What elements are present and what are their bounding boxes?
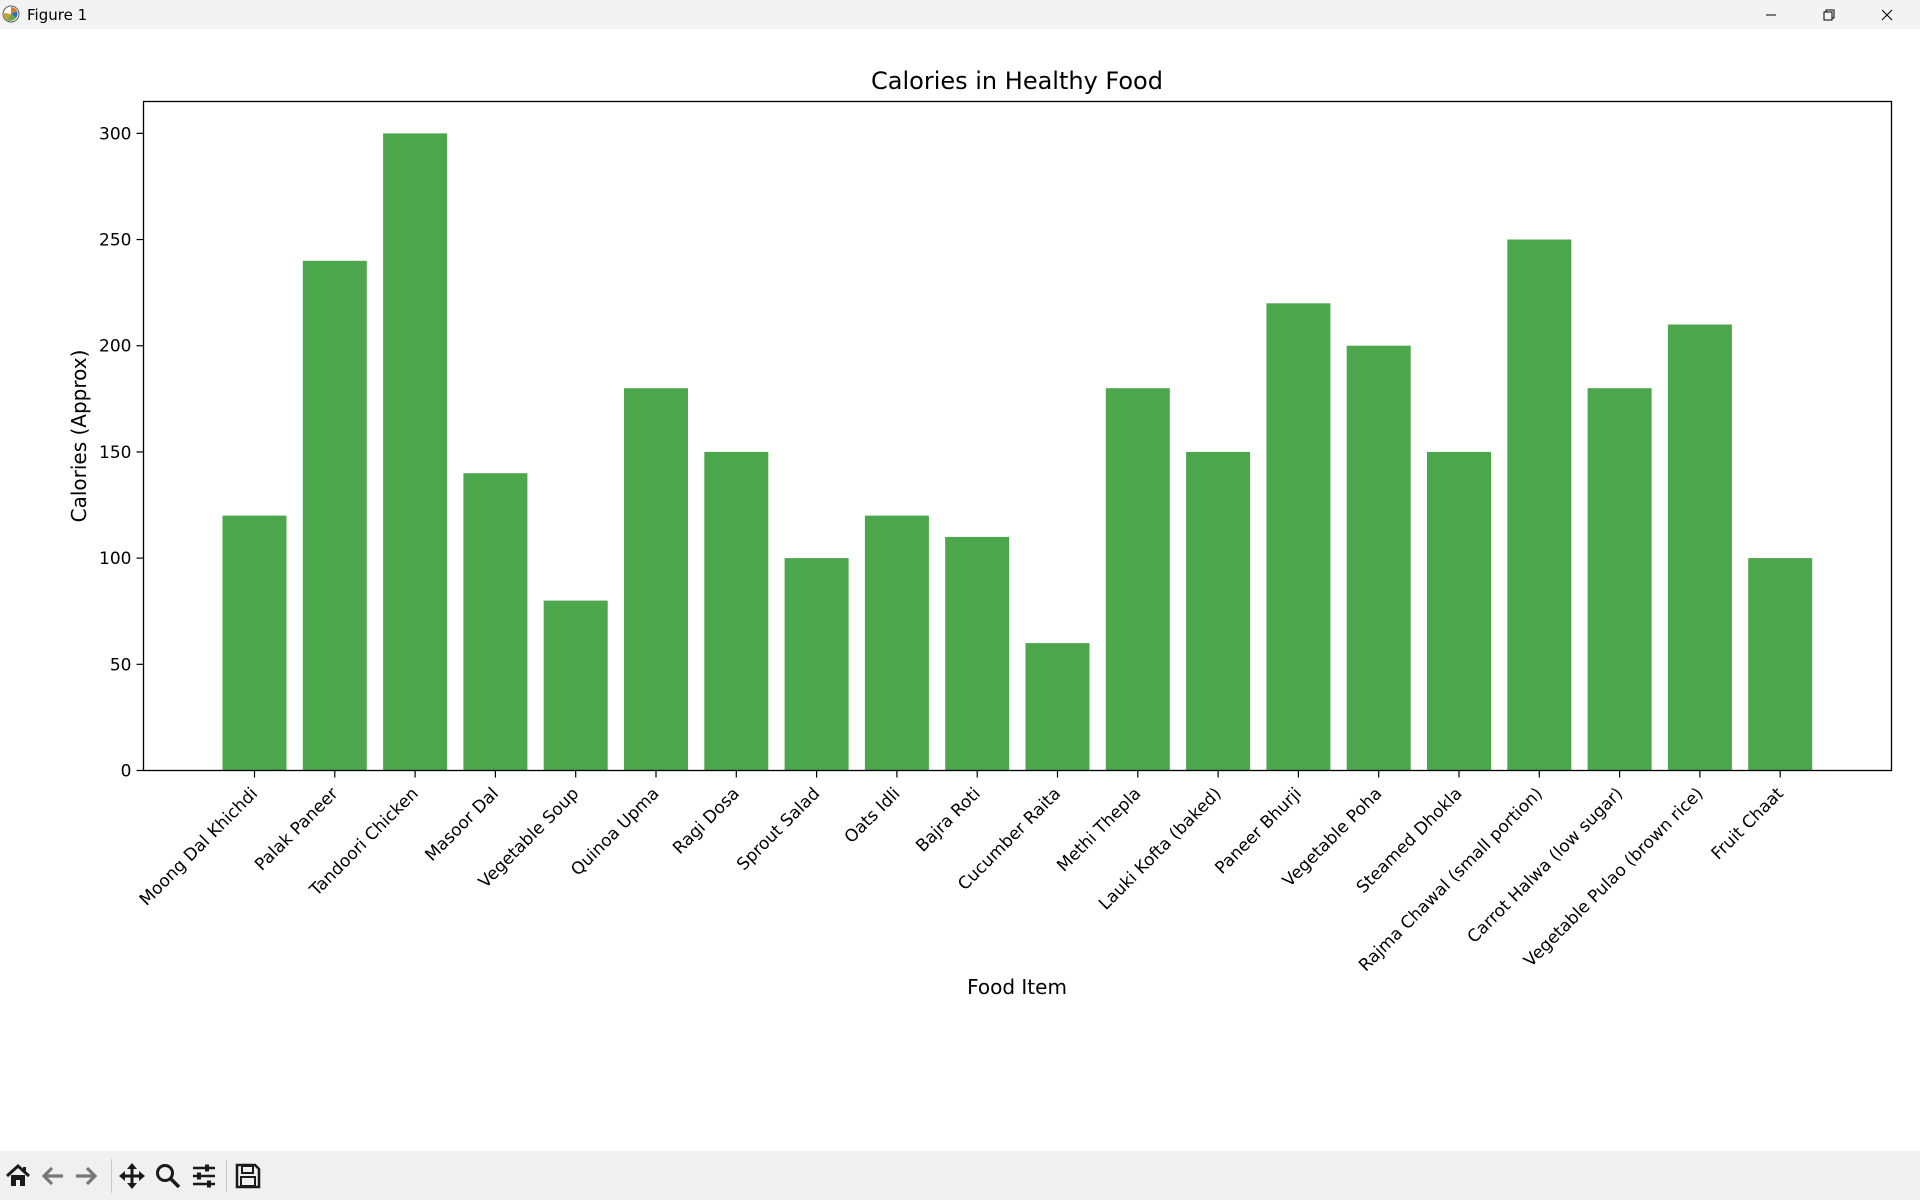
forward-icon	[76, 1166, 98, 1186]
matplotlib-icon	[2, 5, 20, 23]
bar-tandoori-chicken	[383, 133, 448, 771]
bar-vegetable-soup	[543, 600, 608, 771]
bar-sprout-salad	[784, 558, 849, 771]
restore-icon	[1823, 9, 1835, 20]
bar-paneer-bhurji	[1266, 303, 1331, 771]
zoom-button[interactable]	[153, 1161, 183, 1191]
pan-button[interactable]	[117, 1161, 147, 1191]
home-button[interactable]	[3, 1161, 33, 1191]
minimize-button[interactable]	[1742, 0, 1800, 29]
x-tick-label: Vegetable Pulao (brown rice)	[1520, 784, 1707, 971]
bar-lauki-kofta-baked	[1186, 451, 1251, 771]
forward-button[interactable]	[71, 1161, 101, 1191]
close-icon	[1881, 9, 1893, 20]
bar-vegetable-poha	[1346, 345, 1411, 771]
bar-cucumber-raita	[1025, 643, 1090, 771]
y-tick-label: 50	[110, 655, 132, 675]
bar-oats-idli	[864, 515, 929, 771]
x-tick-label: Fruit Chaat	[1708, 784, 1788, 864]
y-tick-label: 250	[99, 231, 131, 251]
navigation-toolbar	[0, 1151, 1920, 1200]
bar-steamed-dhokla	[1427, 451, 1491, 771]
y-tick-label: 300	[99, 124, 131, 144]
x-tick-label: Methi Thepla	[1053, 784, 1145, 876]
y-tick-label: 0	[121, 762, 132, 782]
x-tick-label: Bajra Roti	[912, 784, 984, 856]
x-tick-label: Ragi Dosa	[669, 784, 744, 859]
bars-group	[222, 133, 1813, 771]
bar-masoor-dal	[463, 473, 528, 771]
bar-bajra-roti	[945, 536, 1010, 771]
back-icon	[41, 1166, 63, 1186]
y-tick-label: 200	[99, 337, 131, 357]
bar-carrot-halwa-low-sugar	[1587, 388, 1652, 771]
maximize-button[interactable]	[1800, 0, 1858, 29]
bar-chart: Calories in Healthy Food Food Item Calor…	[67, 67, 1893, 999]
y-ticks-group: 0 50 100 150 200 250 300	[99, 124, 144, 782]
bar-moong-dal-khichdi	[222, 515, 287, 771]
save-button[interactable]	[233, 1161, 263, 1191]
save-icon	[235, 1163, 261, 1189]
toolbar-separator	[111, 1159, 112, 1193]
plot-frame	[142, 100, 1893, 772]
bar-methi-thepla	[1105, 388, 1170, 771]
x-tick-label: Carrot Halwa (low sugar)	[1464, 784, 1628, 948]
chart-title: Calories in Healthy Food	[871, 67, 1163, 95]
y-axis-label: Calories (Approx)	[67, 350, 91, 523]
bar-vegetable-pulao-brown-rice	[1667, 324, 1732, 771]
x-axis-label: Food Item	[967, 975, 1067, 999]
x-tick-label: Sprout Salad	[733, 784, 824, 875]
toolbar-separator	[226, 1159, 227, 1193]
y-tick-label: 100	[99, 549, 131, 569]
x-tick-label: Moong Dal Khichdi	[136, 784, 262, 910]
minimize-icon	[1766, 14, 1776, 15]
x-tick-label: Palak Paneer	[251, 784, 342, 875]
x-tick-label: Masoor Dal	[421, 784, 503, 866]
x-tick-label: Oats Idli	[841, 784, 905, 848]
title-bar[interactable]: Figure 1	[0, 0, 1920, 29]
bar-ragi-dosa	[704, 451, 769, 771]
close-button[interactable]	[1858, 0, 1916, 29]
figure-canvas[interactable]: Calories in Healthy Food Food Item Calor…	[0, 29, 1920, 1151]
bar-palak-paneer	[302, 260, 367, 771]
bar-rajma-chawal-small-portion	[1507, 239, 1572, 771]
window-title: Figure 1	[27, 6, 88, 24]
home-icon	[5, 1163, 31, 1186]
bar-quinoa-upma	[624, 388, 688, 771]
zoom-icon	[156, 1164, 181, 1189]
bar-fruit-chaat	[1748, 558, 1813, 771]
configure-icon	[193, 1164, 215, 1188]
y-tick-label: 150	[99, 443, 131, 463]
pan-icon	[119, 1163, 145, 1189]
configure-subplots-button[interactable]	[189, 1161, 219, 1191]
back-button[interactable]	[38, 1161, 68, 1191]
